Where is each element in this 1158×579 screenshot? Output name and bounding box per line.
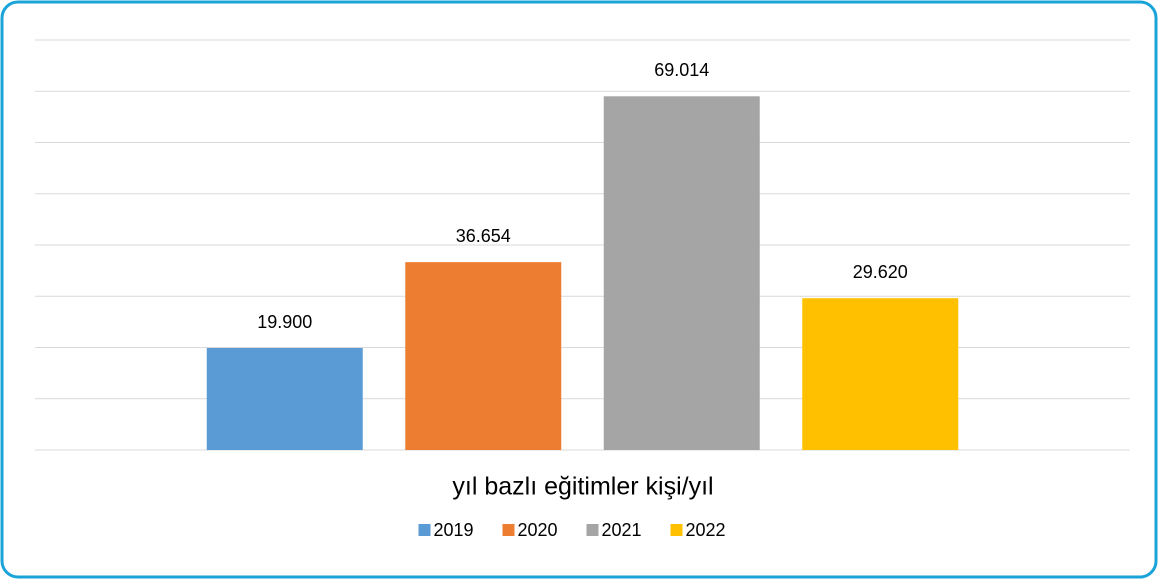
legend-label: 2020 (518, 520, 558, 540)
bar (206, 348, 363, 450)
legend-swatch (586, 524, 599, 536)
legend-swatch (502, 524, 515, 536)
data-label: 19.900 (257, 312, 312, 332)
data-label: 29.620 (853, 262, 908, 282)
bar (603, 96, 760, 450)
legend-label: 2022 (686, 520, 726, 540)
legend-swatch (670, 524, 683, 536)
bar (802, 298, 959, 450)
legend-swatch (418, 524, 431, 536)
x-axis-label: yıl bazlı eğitimler kişi/yıl (452, 473, 713, 501)
legend-label: 2019 (434, 520, 474, 540)
data-label: 36.654 (456, 226, 511, 246)
legend-label: 2021 (602, 520, 642, 540)
data-label: 69.014 (654, 60, 709, 80)
bar (405, 262, 562, 450)
